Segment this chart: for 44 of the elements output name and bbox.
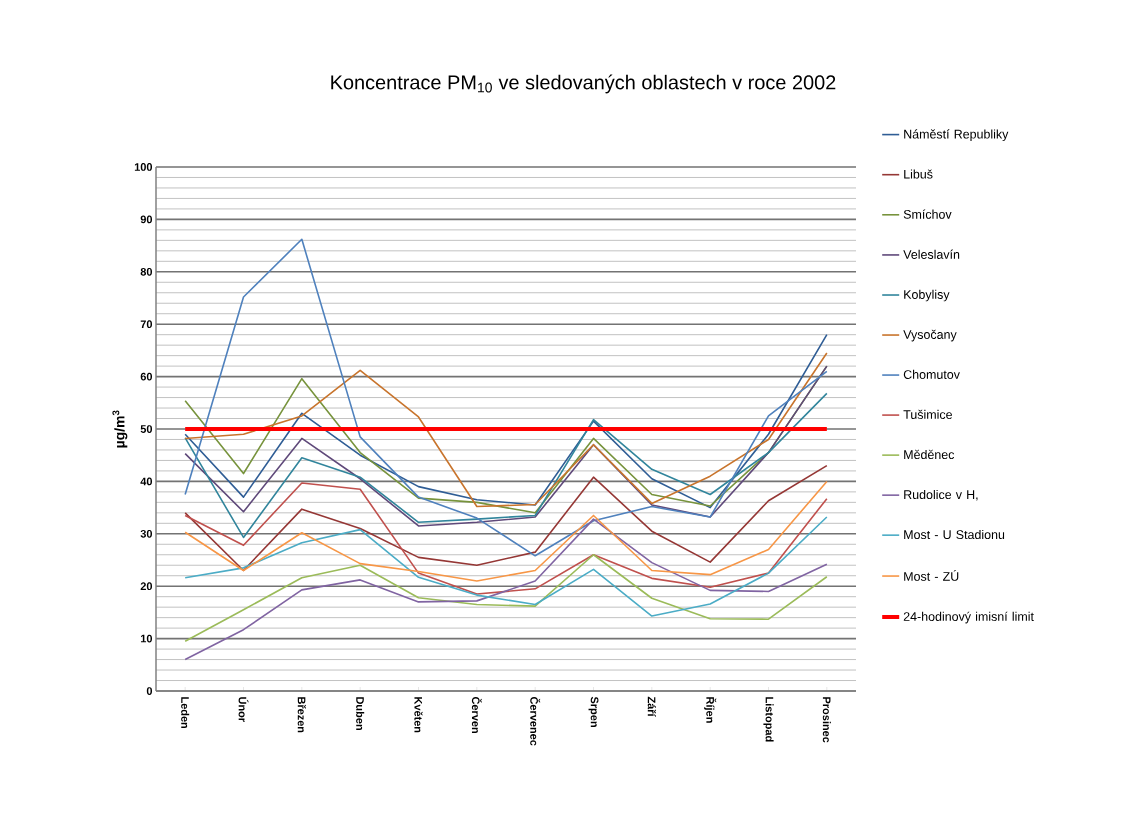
x-tick-label: Leden xyxy=(181,697,190,729)
y-tick-label: 100 xyxy=(134,163,153,171)
x-tick-label: Říjen xyxy=(704,697,717,723)
y-tick-label: 40 xyxy=(140,477,153,486)
x-tick-label: Březen xyxy=(297,697,306,733)
x-tick-label: Srpen xyxy=(588,696,599,727)
legend-label: Rudolice v H, xyxy=(904,489,978,501)
legend-label: Měděnec xyxy=(904,449,955,460)
line-series xyxy=(184,518,828,661)
y-tick-label: 30 xyxy=(140,529,153,538)
y-tick-label: 50 xyxy=(140,425,153,433)
line-series xyxy=(184,238,828,557)
y-axis-title: µg/m$^{3}$ xyxy=(112,410,128,448)
legend-label: Libuš xyxy=(904,169,933,179)
y-tick-label: 70 xyxy=(140,320,153,329)
x-tick-label: Únor xyxy=(238,697,249,722)
x-tick-label: Září xyxy=(647,696,656,717)
legend-label: Smíchov xyxy=(903,209,952,219)
y-tick-label: 90 xyxy=(140,215,153,224)
legend-label: Náměstí Republiky xyxy=(904,129,1009,142)
x-tick-label: Duben xyxy=(356,697,365,730)
y-tick-label: 60 xyxy=(140,372,153,381)
x-tick-label: Prosinec xyxy=(822,697,831,743)
y-tick-label: 10 xyxy=(140,634,153,643)
chart-title: Koncentrace PM$_{10}$ ve sledovaných oblastech v roce 2002 xyxy=(331,74,836,94)
x-tick-label: Květen xyxy=(414,697,423,733)
x-tick-label: Červen xyxy=(471,696,482,733)
y-tick-label: 80 xyxy=(140,267,153,276)
legend-label: Tušimice xyxy=(903,409,952,419)
y-tick-label: 0 xyxy=(146,687,153,695)
y-tick-label: 20 xyxy=(140,582,153,591)
x-tick-label: Listopad xyxy=(763,697,774,742)
legend-label: Most - ZÚ xyxy=(904,569,959,581)
line-series xyxy=(184,392,828,539)
legend-label: Most - U Stadionu xyxy=(904,529,1005,540)
legend-label: Veleslavín xyxy=(903,249,960,259)
line-series xyxy=(184,553,828,643)
legend-label: 24-hodinový imisní limit xyxy=(903,611,1034,624)
legend-label: Chomutov xyxy=(903,369,960,379)
line-series xyxy=(184,516,828,617)
x-tick-label: Červenec xyxy=(530,696,541,746)
legend-label: Vysočany xyxy=(903,329,957,342)
legend-label: Kobylisy xyxy=(904,289,950,302)
line-series xyxy=(184,464,828,572)
